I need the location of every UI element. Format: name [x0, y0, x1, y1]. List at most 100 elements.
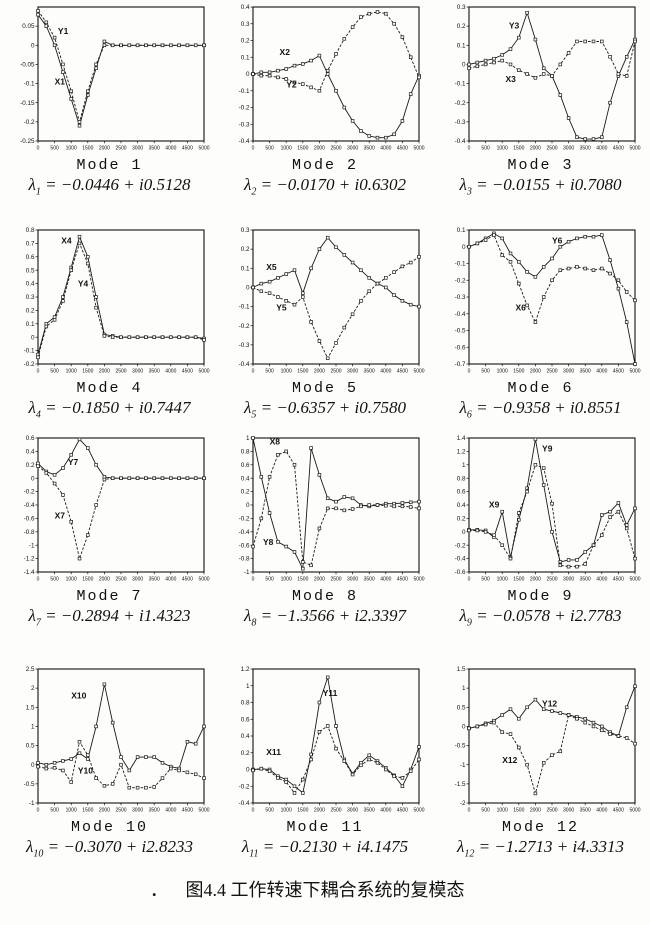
svg-text:-0.8: -0.8 — [23, 529, 34, 536]
svg-text:-2: -2 — [459, 800, 465, 807]
svg-text:1.4: 1.4 — [456, 435, 465, 442]
svg-text:0.3: 0.3 — [241, 227, 250, 234]
svg-text:-0.2: -0.2 — [239, 515, 250, 522]
svg-text:4500: 4500 — [181, 808, 192, 814]
svg-text:0.6: 0.6 — [25, 254, 34, 261]
mode-chart-4: 0.80.70.60.50.40.30.20.10-0.1-0.20 500 100… — [23, 227, 209, 375]
mode-panel-5: 0.3 0.2 0.1 0 -0.1 -0.2 -0.3 -0.4 0 500 1000 1500 20… — [218, 225, 433, 420]
svg-text:4500: 4500 — [612, 576, 623, 582]
svg-text:-0.4: -0.4 — [454, 311, 465, 318]
modes-row-3: 0.6 0.4 0.2 0 -0.2 -0.4 -0.6 -0.8 -1 -1.2 -1.4 0 500… — [0, 433, 650, 628]
svg-text:0: 0 — [252, 808, 255, 814]
svg-text:3000: 3000 — [563, 576, 574, 582]
svg-text:-0.25: -0.25 — [20, 138, 35, 145]
mode-panel-6: 0.1 0 -0.1 -0.2 -0.3 -0.4 -0.5 -0.6 -0.7 0 500 1000… — [433, 225, 648, 420]
svg-text:1000: 1000 — [65, 808, 76, 814]
svg-text:5000: 5000 — [198, 808, 209, 814]
eigenvalue-10: λ10 = −0.3070 + i2.8233 — [25, 837, 194, 860]
svg-text:-0.2: -0.2 — [454, 100, 465, 107]
svg-text:0: 0 — [467, 576, 470, 582]
svg-text:4500: 4500 — [181, 576, 192, 582]
svg-text:1: 1 — [461, 462, 465, 469]
svg-text:2000: 2000 — [529, 808, 540, 814]
svg-text:-0.3: -0.3 — [239, 121, 250, 128]
series-label-X4: X4 — [61, 236, 72, 246]
svg-text:-0.6: -0.6 — [454, 345, 465, 352]
svg-text:2500: 2500 — [330, 146, 341, 152]
modes-row-4: 2.5 2 1.5 1 0.5 0 -0.5 -1 0 500 1000 1500 2000 2500 30… — [0, 664, 650, 859]
svg-text:0.5: 0.5 — [25, 743, 34, 750]
svg-text:500: 500 — [265, 146, 274, 152]
svg-text:-1: -1 — [28, 542, 34, 549]
svg-text:0: 0 — [252, 576, 255, 582]
svg-text:5000: 5000 — [198, 369, 209, 375]
svg-text:0.4: 0.4 — [456, 502, 465, 509]
svg-text:3500: 3500 — [148, 576, 159, 582]
svg-text:0: 0 — [461, 244, 465, 251]
mode-chart-11: 1.210.80.60.40.20-0.2-0.40 500 1000 1500 200… — [239, 666, 425, 814]
eigenvalue-12: λ12 = −1.2713 + i4.3313 — [456, 837, 625, 860]
svg-text:4000: 4000 — [380, 369, 391, 375]
svg-text:1000: 1000 — [281, 576, 292, 582]
svg-text:1: 1 — [30, 724, 34, 731]
svg-text:5000: 5000 — [413, 808, 424, 814]
svg-text:500: 500 — [265, 369, 274, 375]
series-label-Y7: Y7 — [67, 457, 78, 467]
svg-text:1: 1 — [246, 683, 250, 690]
svg-text:-0.3: -0.3 — [454, 294, 465, 301]
svg-text:1500: 1500 — [513, 808, 524, 814]
svg-text:2000: 2000 — [314, 369, 325, 375]
svg-text:-0.1: -0.1 — [454, 261, 465, 268]
series-label-Y2: Y2 — [286, 79, 297, 89]
svg-text:-0.6: -0.6 — [239, 542, 250, 549]
mode-title-2: Mode 2 — [291, 157, 358, 174]
svg-text:4000: 4000 — [380, 576, 391, 582]
svg-text:4500: 4500 — [612, 369, 623, 375]
svg-text:0.1: 0.1 — [456, 227, 465, 234]
svg-text:-1.4: -1.4 — [23, 569, 34, 576]
svg-text:4000: 4000 — [596, 576, 607, 582]
svg-text:0.2: 0.2 — [25, 308, 34, 315]
mode-panel-3: 0.3 0.2 0.1 0 -0.1 -0.2 -0.3 -0.4 0 500 1000 1500 20… — [433, 2, 648, 197]
eigenvalue-11: λ11 = −0.2130 + i4.1475 — [241, 837, 409, 860]
svg-text:4500: 4500 — [397, 369, 408, 375]
svg-text:1500: 1500 — [82, 808, 93, 814]
mode-panel-1: 0.05 0 -0.05 -0.1 -0.15 -0.2 -0.25 0 500 1000 1500… — [2, 2, 217, 197]
svg-text:4000: 4000 — [165, 369, 176, 375]
svg-text:2500: 2500 — [330, 808, 341, 814]
svg-text:4000: 4000 — [380, 808, 391, 814]
svg-text:4000: 4000 — [596, 146, 607, 152]
svg-text:1000: 1000 — [281, 146, 292, 152]
svg-text:3000: 3000 — [563, 369, 574, 375]
svg-text:4000: 4000 — [165, 576, 176, 582]
svg-text:0: 0 — [461, 724, 465, 731]
svg-text:1.5: 1.5 — [25, 705, 34, 712]
mode-chart-12: 1.510.50-0.5-1-1.5-20 500 1000 1500 2000 2500… — [454, 666, 640, 814]
svg-text:0.3: 0.3 — [241, 21, 250, 28]
series-label-X3: X3 — [505, 74, 516, 84]
svg-text:1500: 1500 — [513, 369, 524, 375]
modes-row-1: 0.05 0 -0.05 -0.1 -0.15 -0.2 -0.25 0 500 1000 1500… — [0, 2, 650, 197]
svg-text:500: 500 — [50, 146, 59, 152]
series-label-X9: X9 — [488, 499, 499, 509]
svg-text:-1: -1 — [28, 800, 34, 807]
svg-text:-0.3: -0.3 — [239, 342, 250, 349]
svg-text:-0.1: -0.1 — [23, 81, 34, 88]
svg-text:1500: 1500 — [82, 369, 93, 375]
svg-text:3500: 3500 — [148, 369, 159, 375]
svg-text:0.8: 0.8 — [25, 227, 34, 234]
svg-text:-0.2: -0.2 — [23, 361, 34, 368]
svg-text:2000: 2000 — [98, 576, 109, 582]
svg-text:0: 0 — [467, 146, 470, 152]
mode-chart-3: 0.30.20.10-0.1-0.2-0.3-0.40 500 1000 1500 20… — [454, 4, 640, 152]
svg-text:1.2: 1.2 — [241, 666, 250, 673]
svg-text:3000: 3000 — [347, 369, 358, 375]
svg-text:3000: 3000 — [347, 146, 358, 152]
svg-text:4500: 4500 — [181, 146, 192, 152]
svg-text:3000: 3000 — [132, 146, 143, 152]
svg-text:-0.05: -0.05 — [20, 62, 35, 69]
series-label-X2: X2 — [280, 47, 291, 57]
svg-text:4000: 4000 — [596, 808, 607, 814]
svg-text:-0.4: -0.4 — [23, 502, 34, 509]
svg-text:-0.5: -0.5 — [454, 743, 465, 750]
